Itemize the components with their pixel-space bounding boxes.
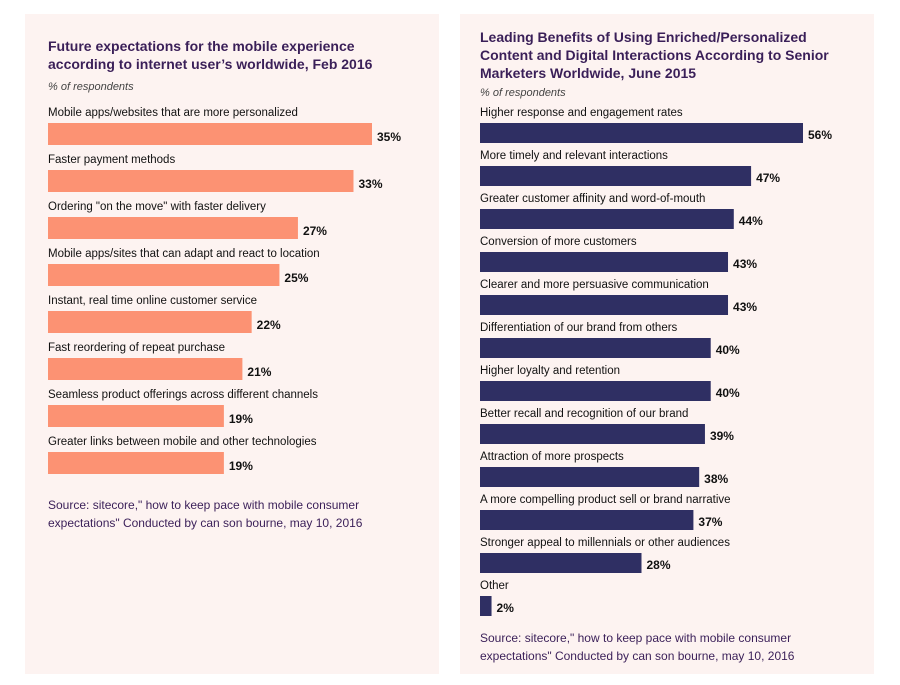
- left-chart-subtitle: % of respondents: [48, 81, 134, 93]
- bar: [48, 264, 280, 286]
- category-label: Faster payment methods: [48, 154, 175, 166]
- category-label: Ordering "on the move" with faster deliv…: [48, 201, 266, 213]
- category-label: Instant, real time online customer servi…: [48, 295, 257, 307]
- category-label: Greater links between mobile and other t…: [48, 436, 317, 448]
- category-label: Seamless product offerings across differ…: [48, 389, 318, 401]
- value-label: 19%: [229, 412, 253, 426]
- right-chart-source: Source: sitecore," how to keep pace with…: [480, 631, 795, 663]
- bar: [48, 452, 224, 474]
- right-chart-title: Leading Benefits of Using Enriched/Perso…: [480, 29, 829, 81]
- bar: [48, 170, 354, 192]
- value-label: 33%: [358, 177, 382, 191]
- left-chart-source: Source: sitecore," how to keep pace with…: [48, 498, 363, 530]
- bar: [48, 123, 372, 145]
- bar: [48, 217, 298, 239]
- value-label: 21%: [247, 365, 271, 379]
- value-label: 35%: [377, 130, 401, 144]
- category-label: Mobile apps/websites that are more perso…: [48, 107, 298, 119]
- left-chart-title: Future expectations for the mobile exper…: [48, 38, 373, 72]
- bar: [48, 311, 252, 333]
- value-label: 22%: [257, 318, 281, 332]
- value-label: 27%: [303, 224, 327, 238]
- value-label: 25%: [284, 271, 308, 285]
- category-label: Mobile apps/sites that can adapt and rea…: [48, 248, 320, 260]
- right-chart-subtitle: % of respondents: [480, 87, 566, 99]
- value-label: 19%: [229, 459, 253, 473]
- bar: [48, 405, 224, 427]
- category-label: Fast reordering of repeat purchase: [48, 342, 225, 354]
- bar: [48, 358, 243, 380]
